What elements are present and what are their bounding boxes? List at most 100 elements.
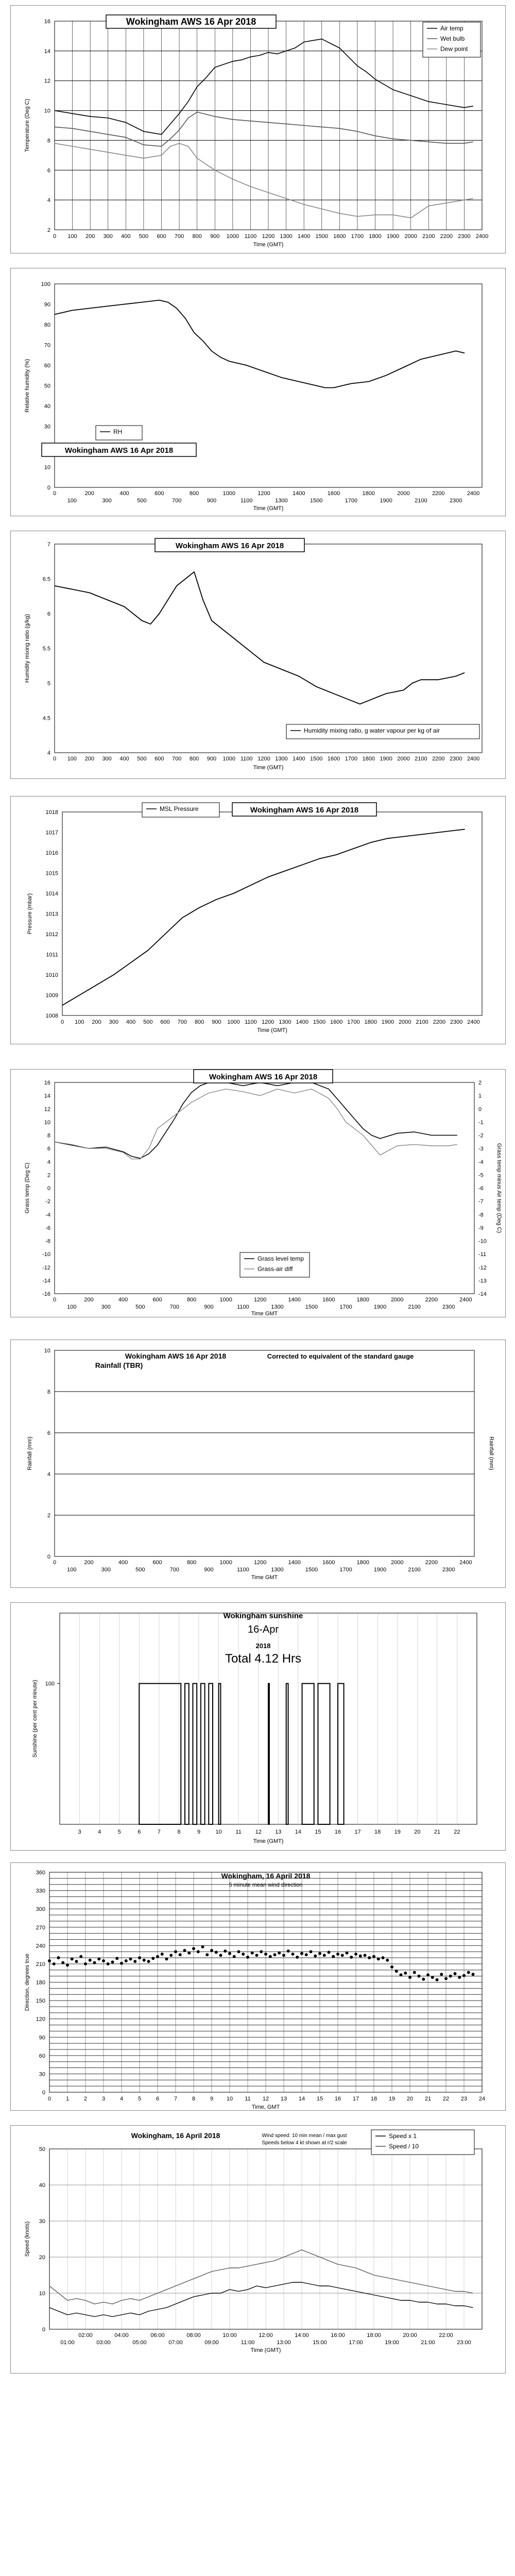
x-tick-label: 100: [67, 756, 77, 762]
y-tick-label: -11: [478, 1251, 486, 1258]
x-tick-label: 400: [119, 756, 129, 762]
data-point: [322, 1954, 326, 1957]
data-point: [224, 1950, 227, 1953]
wind-speed-chart-svg: 0 10 20 30 40 50 02:00 04:00 06:00 08:00 10:00 12:0…: [24, 2129, 483, 2353]
x-tick-label: 14: [295, 1829, 301, 1835]
y-tick-label: 4: [47, 1159, 50, 1165]
y-axis-label: Sunshine (per cent per minute): [32, 1680, 38, 1757]
mixing-ratio-chart-svg: 4 4.5 5 5.5 6 6.5 7 0 100 200 300 400 500 600 700 800 90…: [24, 538, 483, 771]
y-tick-label: 80: [44, 322, 50, 328]
x-tick-label: 2100: [422, 233, 435, 240]
data-point: [282, 1954, 285, 1957]
x-tick-label: 13:00: [277, 2340, 291, 2346]
x-tick-label: 1300: [275, 498, 287, 504]
x-tick-label: 20:00: [403, 2332, 417, 2338]
data-point: [471, 1973, 475, 1976]
grass-temp-chart-svg: -16-14-12-10-8-6-4-20246810121416-14-13-…: [24, 1069, 502, 1317]
y-tick-label: 1014: [46, 891, 58, 897]
x-tick-label: 1100: [245, 233, 257, 240]
x-tick-label: 1700: [351, 233, 364, 240]
chart-title-box: [193, 1069, 333, 1083]
x-tick-label: 400: [118, 1560, 128, 1566]
x-tick-label: 1600: [328, 756, 340, 762]
x-tick-label: 21: [425, 2096, 431, 2102]
x-tick-label: 2400: [467, 756, 479, 762]
y-tick-label: -8: [45, 1239, 50, 1245]
x-tick-label: 5: [138, 2096, 141, 2102]
chart-subtitle: 5 minute mean wind direction: [229, 1882, 302, 1888]
data-point: [440, 1973, 443, 1976]
x-tick-label: 1800: [357, 1560, 369, 1566]
y-axis-label-right: Rainfall (mm): [488, 1436, 494, 1470]
x-tick-label: 13: [275, 1829, 281, 1835]
y-tick-label: 0: [47, 1554, 50, 1560]
y-tick-label: 4: [47, 1471, 50, 1478]
data-point: [291, 1952, 295, 1956]
data-point: [187, 1951, 191, 1955]
x-tick-label: 2300: [442, 1567, 455, 1573]
x-tick-label: 2000: [391, 1297, 403, 1303]
temperature-chart-svg: 2 4 6 8 10 12 14 16 0 100 200 300 400 500 600 700 800 900…: [24, 14, 488, 248]
wind-speed-chart: 0 10 20 30 40 50 02:00 04:00 06:00 08:00 10:00 12:0…: [10, 2125, 506, 2374]
x-tick-label: 1900: [380, 756, 392, 762]
x-tick-label: 0: [48, 2096, 51, 2102]
x-tick-label: 1000: [219, 1297, 232, 1303]
x-tick-label: 1800: [363, 756, 375, 762]
chart-title: Wokingham AWS 16 Apr 2018: [125, 1352, 227, 1360]
x-tick-label: 13: [281, 2096, 287, 2102]
pressure-chart-svg: 1008 1009 1010 1011 1012 1013 1014 1015 1016 1017…: [27, 802, 483, 1033]
data-point: [183, 1948, 186, 1952]
x-tick-label: 4: [120, 2096, 123, 2102]
y-tick-label: -10: [478, 1239, 487, 1245]
x-tick-label: 400: [121, 233, 130, 240]
data-point: [250, 1951, 254, 1955]
plot-area: [54, 544, 483, 753]
data-point: [358, 1954, 362, 1958]
y-tick-label: 10: [44, 108, 50, 114]
sunshine-bar: [337, 1683, 345, 1825]
y-tick-label: 12: [44, 1106, 50, 1112]
data-point: [192, 1947, 195, 1951]
x-tick-label: 1200: [254, 1297, 266, 1303]
sunshine-bar: [139, 1683, 182, 1825]
x-axis-label: Time, GMT: [252, 2104, 280, 2110]
x-tick-label: 0: [53, 490, 56, 497]
x-tick-label: 2300: [442, 1304, 455, 1310]
sunshine-bar: [317, 1683, 331, 1825]
x-tick-label: 1200: [262, 1019, 274, 1025]
x-tick-label: 1600: [330, 1019, 342, 1025]
data-point: [260, 1950, 263, 1954]
y-tick-label: 40: [39, 2182, 45, 2189]
data-point: [57, 1956, 60, 1960]
x-tick-label: 800: [192, 233, 201, 240]
y-tick-label: 30: [39, 2218, 45, 2225]
chart-title: Wokingham, 16 April 2018: [131, 2131, 220, 2140]
y-tick-label: 120: [36, 2016, 45, 2023]
x-tick-label: 400: [119, 490, 129, 497]
sunshine-bar: [218, 1683, 221, 1825]
x-tick-label: 1800: [365, 1019, 377, 1025]
x-tick-label: 2300: [450, 1019, 462, 1025]
y-tick-label: 30: [39, 2071, 45, 2077]
y-tick-label: 10: [44, 1120, 50, 1126]
x-tick-label: 2100: [408, 1567, 420, 1573]
x-tick-label: 300: [101, 1304, 111, 1310]
sunshine-bar: [301, 1683, 315, 1825]
y-tick-label: -12: [478, 1265, 487, 1271]
x-tick-label: 100: [67, 1304, 76, 1310]
x-tick-label: 600: [160, 1019, 169, 1025]
data-point: [210, 1948, 213, 1952]
data-point: [156, 1955, 159, 1958]
y-tick-label: -5: [478, 1172, 484, 1178]
x-tick-label: 500: [143, 1019, 152, 1025]
y-tick-label: -7: [478, 1199, 484, 1205]
x-tick-label: 2000: [391, 1560, 403, 1566]
x-tick-label: 17:00: [349, 2340, 363, 2346]
data-point: [75, 1960, 78, 1963]
data-point: [169, 1954, 173, 1957]
x-tick-label: 1600: [333, 233, 346, 240]
data-point: [264, 1952, 267, 1956]
y-tick-label: 0: [42, 2327, 45, 2333]
x-axis-label: Time (GMT): [253, 1838, 284, 1844]
y-tick-label: -4: [45, 1212, 50, 1218]
